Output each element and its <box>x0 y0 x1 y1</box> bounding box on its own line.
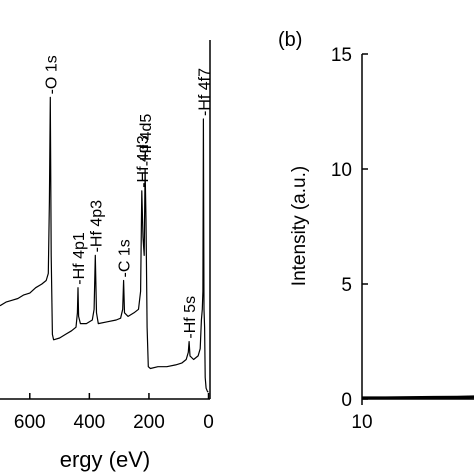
peak-label-text: -Hf 4p3 <box>88 200 105 253</box>
panel-b-x-tick-label: 10 <box>351 412 372 433</box>
panel-b-x-ticks: 10 <box>351 399 373 433</box>
peak-label-text: -Hf 5s <box>182 296 199 339</box>
peak-label: -Hf 5s <box>182 296 199 339</box>
peak-label: -C 1s <box>117 239 134 277</box>
panel-b-y-ticks: 0 5 10 15 <box>331 45 368 411</box>
intensity-series-line <box>362 395 474 400</box>
peak-label-text: -Hf 4f7 <box>196 68 213 116</box>
xps-spectrum-line <box>0 96 209 393</box>
peak-labels: -O 1s -Hf 4p1-Hf 4p3 -C 1s -Hf 4d3-Hf 4d5 -H… <box>43 55 213 338</box>
panel-a-x-tick-label: 0 <box>203 412 214 433</box>
panel-b: (b) 0 5 10 15 10 Intensity (a.u.) <box>278 29 474 433</box>
peak-label-text: -Hf 4d5 <box>138 114 155 167</box>
panel-b-label: (b) <box>278 29 302 51</box>
panel-a-x-tick-label: 200 <box>133 412 165 433</box>
peak-label: -Hf 4d5 <box>138 114 155 167</box>
peak-label-text: -C 1s <box>117 239 134 277</box>
panel-a: 600 400 200 0 -O 1s -Hf 4p1-Hf 4p3 -C 1s -Hf 4… <box>0 40 214 472</box>
panel-b-y-axis-label: Intensity (a.u.) <box>289 166 310 286</box>
peak-label: -O 1s <box>43 55 60 94</box>
peak-label: -Hf 4p3 <box>88 200 105 253</box>
peak-label: -Hf 4p1 <box>71 232 88 285</box>
panel-a-x-ticks: 600 400 200 0 <box>14 393 214 433</box>
panel-b-y-tick-label: 0 <box>341 390 352 411</box>
panel-b-y-tick-label: 10 <box>331 160 352 181</box>
panel-a-x-tick-label: 600 <box>14 412 46 433</box>
panel-a-x-axis-label: ergy (eV) <box>60 447 150 472</box>
peak-label-text: -O 1s <box>43 55 60 94</box>
panel-b-y-tick-label: 5 <box>341 275 352 296</box>
panel-b-y-tick-label: 15 <box>331 45 352 66</box>
peak-label-text: -Hf 4p1 <box>71 232 88 285</box>
peak-label-text: -Hf 4d3 <box>135 135 152 188</box>
peak-label: -Hf 4d3 <box>135 135 152 188</box>
peak-label: -Hf 4f7 <box>196 68 213 116</box>
panel-a-x-tick-label: 400 <box>74 412 106 433</box>
